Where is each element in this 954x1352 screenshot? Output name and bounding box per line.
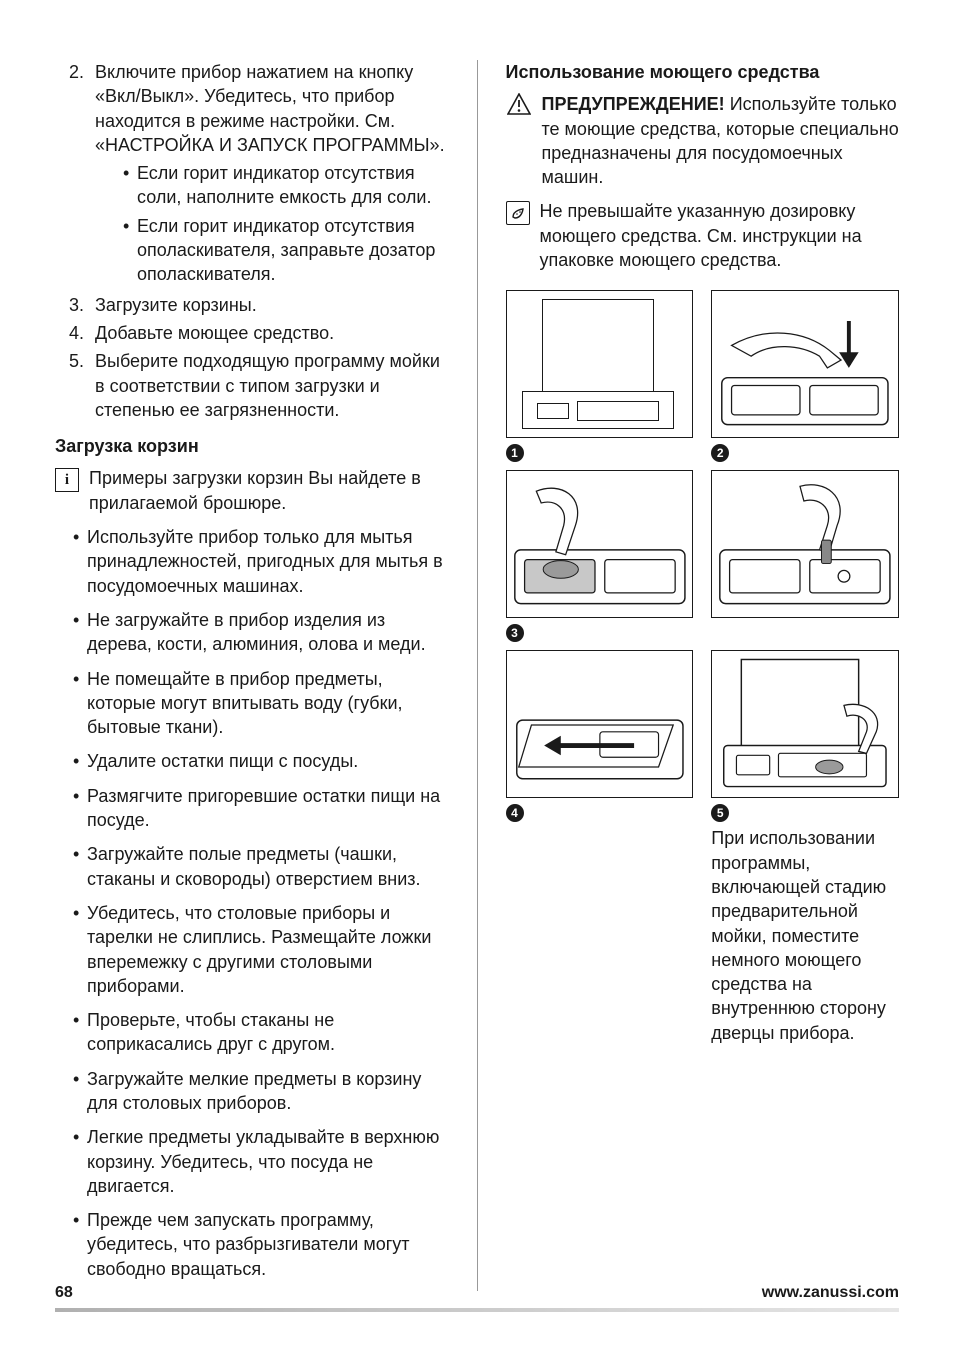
figure-5-number: 5 (711, 804, 729, 822)
figure-3-image (506, 470, 694, 618)
figure-1-image (506, 290, 694, 438)
figure-3-number: 3 (506, 624, 524, 642)
figure-2-image (711, 290, 899, 438)
section-title-detergent: Использование моющего средства (506, 60, 900, 84)
figure-1-number: 1 (506, 444, 524, 462)
eco-text: Не превышайте указанную дозировку моющег… (540, 199, 900, 272)
page-footer: 68 www.zanussi.com (55, 1282, 899, 1312)
figure-2-number: 2 (711, 444, 729, 462)
info-icon (55, 468, 79, 492)
section-title-loading: Загрузка корзин (55, 434, 449, 458)
figure-4-number: 4 (506, 804, 524, 822)
info-text: Примеры загрузки корзин Вы найдете в при… (89, 466, 449, 515)
warning-icon (506, 93, 532, 115)
bullet: Загружайте мелкие предметы в корзину для… (73, 1067, 449, 1116)
warning-note: ПРЕДУПРЕЖДЕНИЕ! Используйте только те мо… (506, 92, 900, 189)
figure-3: 3 (506, 470, 694, 642)
figure-3b-image (711, 470, 899, 618)
step-4: Добавьте моющее средство. (89, 321, 449, 345)
footer-url: www.zanussi.com (762, 1282, 899, 1304)
step-2-sublist: Если горит индикатор отсутствия соли, на… (95, 161, 449, 286)
bullet: Прежде чем запускать программу, убедитес… (73, 1208, 449, 1281)
bullet: Легкие предметы укладывайте в верхнюю ко… (73, 1125, 449, 1198)
right-column: Использование моющего средства ПРЕДУПРЕЖ… (506, 60, 900, 1291)
numbered-steps: Включите прибор нажатием на кнопку «Вкл/… (55, 60, 449, 422)
bullet: Используйте прибор только для мытья прин… (73, 525, 449, 598)
bullet: Не помещайте в прибор предметы, которые … (73, 667, 449, 740)
figure-3b (711, 470, 899, 642)
figure-5: 5 При использовании программы, включающе… (711, 650, 899, 1045)
footer-rule (55, 1308, 899, 1312)
figure-2: 2 (711, 290, 899, 462)
step-5: Выберите подходящую программу мойки в со… (89, 349, 449, 422)
column-divider (477, 60, 478, 1291)
figure-1: 1 (506, 290, 694, 462)
step-3: Загрузите корзины. (89, 293, 449, 317)
bullet: Загружайте полые предметы (чашки, стакан… (73, 842, 449, 891)
left-column: Включите прибор нажатием на кнопку «Вкл/… (55, 60, 449, 1291)
sub-item: Если горит индикатор отсутствия ополаски… (123, 214, 449, 287)
warning-text: ПРЕДУПРЕЖДЕНИЕ! Используйте только те мо… (542, 92, 900, 189)
info-note: Примеры загрузки корзин Вы найдете в при… (55, 466, 449, 515)
loading-bullets: Используйте прибор только для мытья прин… (55, 525, 449, 1281)
figure-4-image (506, 650, 694, 798)
figure-5-image (711, 650, 899, 798)
figure-4: 4 (506, 650, 694, 1045)
eco-icon (506, 201, 530, 225)
bullet: Убедитесь, что столовые приборы и тарелк… (73, 901, 449, 998)
step-text: Включите прибор нажатием на кнопку «Вкл/… (95, 62, 445, 155)
step-2: Включите прибор нажатием на кнопку «Вкл/… (89, 60, 449, 287)
bullet: Проверьте, чтобы стаканы не соприкасалис… (73, 1008, 449, 1057)
warning-label: ПРЕДУПРЕЖДЕНИЕ! (542, 94, 725, 114)
figure-5-caption: При использовании программы, включающей … (711, 826, 899, 1045)
bullet: Удалите остатки пищи с посуды. (73, 749, 449, 773)
figure-grid: 1 2 (506, 290, 900, 1045)
bullet: Размягчите пригоревшие остатки пищи на п… (73, 784, 449, 833)
sub-item: Если горит индикатор отсутствия соли, на… (123, 161, 449, 210)
eco-note: Не превышайте указанную дозировку моющег… (506, 199, 900, 272)
page-number: 68 (55, 1282, 73, 1304)
bullet: Не загружайте в прибор изделия из дерева… (73, 608, 449, 657)
